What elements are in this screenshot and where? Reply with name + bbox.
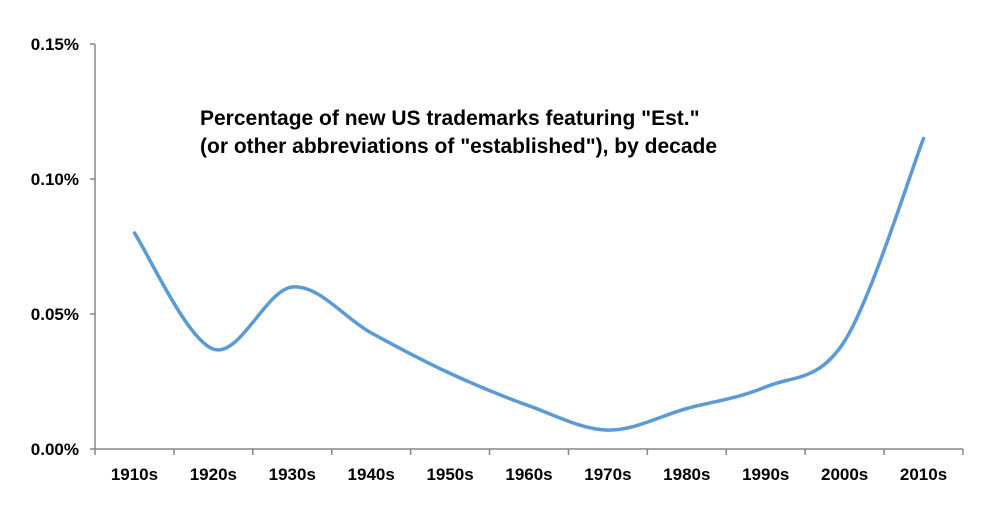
y-tick-label: 0.00%: [31, 440, 79, 459]
x-tick-label: 1940s: [348, 465, 395, 484]
data-point-1940s: [369, 331, 373, 335]
data-point-2010s: [922, 137, 926, 141]
series-group: [132, 136, 926, 432]
chart-title-line-1: Percentage of new US trademarks featurin…: [200, 107, 700, 130]
x-tick-label: 1910s: [111, 465, 158, 484]
chart-title-line-2: (or other abbreviations of "established"…: [200, 135, 717, 158]
data-point-1970s: [606, 428, 610, 432]
x-tick-label: 1920s: [190, 465, 237, 484]
data-point-1990s: [764, 385, 768, 389]
data-point-1950s: [448, 371, 452, 375]
y-tick-label: 0.05%: [31, 305, 79, 324]
data-point-1980s: [685, 407, 689, 411]
axes: [94, 44, 963, 450]
y-tick-label: 0.15%: [31, 35, 79, 54]
x-tick-label: 2000s: [821, 465, 868, 484]
x-tick-label: 1930s: [269, 465, 316, 484]
x-tick-label: 1960s: [505, 465, 552, 484]
data-point-1960s: [527, 404, 531, 408]
x-tick-label: 1970s: [584, 465, 631, 484]
series-line-0: [132, 136, 926, 432]
data-point-1930s: [290, 285, 294, 289]
data-point-2000s: [843, 339, 847, 343]
y-tick-label: 0.10%: [31, 170, 79, 189]
x-tick-label: 1980s: [663, 465, 710, 484]
y-axis-ticks: 0.00% 0.05% 0.10% 0.15%: [31, 35, 95, 459]
data-point-1910s: [132, 231, 136, 235]
x-tick-label: 1990s: [742, 465, 789, 484]
x-tick-label: 1950s: [426, 465, 473, 484]
data-point-1920s: [211, 347, 215, 351]
x-tick-label: 2010s: [900, 465, 947, 484]
x-axis-ticks: 1910s 1920s 1930s 1940s 1950s 1960s 1970s 1980s…: [94, 449, 964, 484]
